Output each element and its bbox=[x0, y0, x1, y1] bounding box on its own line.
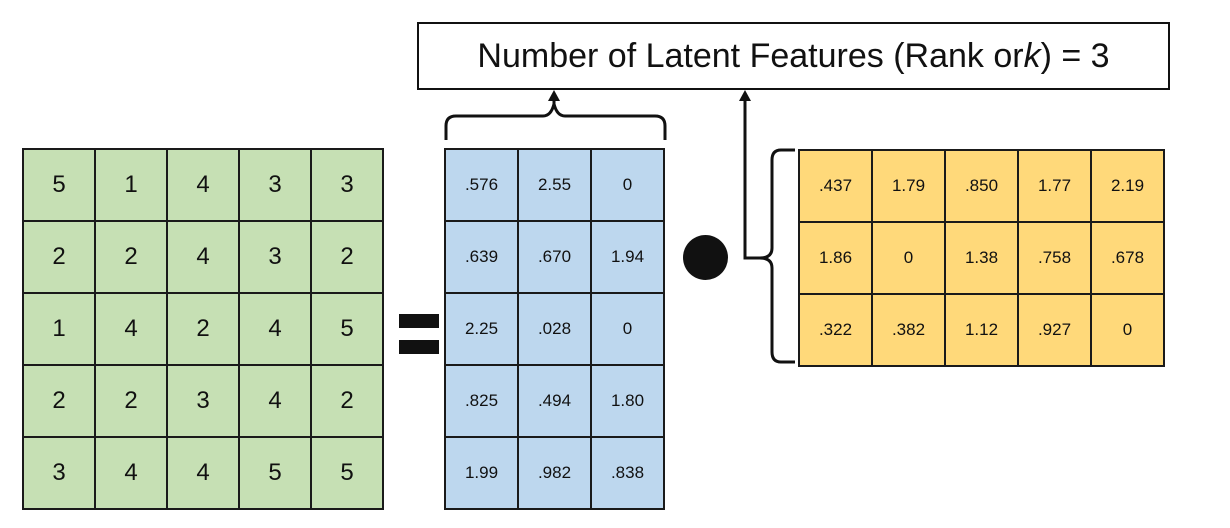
item-feature-cell: 0 bbox=[1090, 293, 1165, 367]
user-brace-arrow-head bbox=[548, 90, 560, 101]
rating-cell: 2 bbox=[22, 220, 96, 294]
user-feature-cell: 1.99 bbox=[444, 436, 519, 510]
item-feature-cell: 1.77 bbox=[1017, 149, 1092, 223]
item-brace-arrow-head bbox=[739, 90, 751, 101]
user-feature-row: .825.494 1.80 bbox=[444, 364, 665, 438]
user-feature-cell: 2.25 bbox=[444, 292, 519, 366]
item-feature-cell: .850 bbox=[944, 149, 1019, 223]
user-feature-row: .639.670 1.94 bbox=[444, 220, 665, 294]
user-feature-row: 2.25.028 0 bbox=[444, 292, 665, 366]
item-feature-cell: .758 bbox=[1017, 221, 1092, 295]
rating-cell: 3 bbox=[238, 148, 312, 222]
rating-cell: 3 bbox=[22, 436, 96, 510]
item-feature-cell: 1.79 bbox=[871, 149, 946, 223]
rating-cell: 4 bbox=[238, 364, 312, 438]
user-feature-cell: 0 bbox=[590, 292, 665, 366]
equals-sign bbox=[399, 314, 439, 354]
item-feature-cell: 1.12 bbox=[944, 293, 1019, 367]
user-feature-cell: .982 bbox=[517, 436, 592, 510]
rating-cell: 3 bbox=[310, 148, 384, 222]
rating-cell: 1 bbox=[22, 292, 96, 366]
user-feature-cell: 1.80 bbox=[590, 364, 665, 438]
item-feature-row: 1.86 0 1.38.758.678 bbox=[798, 221, 1165, 295]
rating-cell: 4 bbox=[166, 220, 240, 294]
rating-cell: 5 bbox=[22, 148, 96, 222]
user-feature-cell: 2.55 bbox=[517, 148, 592, 222]
rating-cell: 5 bbox=[310, 436, 384, 510]
user-feature-cell: .639 bbox=[444, 220, 519, 294]
rating-cell: 4 bbox=[94, 292, 168, 366]
rating-cell: 4 bbox=[238, 292, 312, 366]
item-feature-cell: 0 bbox=[871, 221, 946, 295]
item-feature-cell: 2.19 bbox=[1090, 149, 1165, 223]
rating-cell: 5 bbox=[238, 436, 312, 510]
rating-cell: 2 bbox=[94, 364, 168, 438]
user-feature-cell: .576 bbox=[444, 148, 519, 222]
rating-cell: 2 bbox=[22, 364, 96, 438]
item-feature-matrix: .437 1.79.850 1.77 2.19 1.86 0 1.38.758.678.32… bbox=[798, 149, 1165, 367]
rating-cell: 2 bbox=[166, 292, 240, 366]
user-feature-matrix: .576 2.55 0.639.670 1.94 2.25.028 0.825.494 1.… bbox=[444, 148, 665, 510]
item-feature-cell: .437 bbox=[798, 149, 873, 223]
user-feature-row: 1.99.982.838 bbox=[444, 436, 665, 510]
rating-cell: 4 bbox=[166, 436, 240, 510]
item-feature-cell: .382 bbox=[871, 293, 946, 367]
rating-cell: 4 bbox=[94, 436, 168, 510]
title-prefix: Number of Latent Features (Rank or bbox=[477, 36, 1024, 75]
title-suffix: ) = 3 bbox=[1040, 36, 1110, 75]
item-feature-row: .437 1.79.850 1.77 2.19 bbox=[798, 149, 1165, 223]
rating-cell: 2 bbox=[310, 364, 384, 438]
rating-cell: 3 bbox=[166, 364, 240, 438]
item-feature-cell: .927 bbox=[1017, 293, 1092, 367]
user-feature-cell: .494 bbox=[517, 364, 592, 438]
user-feature-cell: .670 bbox=[517, 220, 592, 294]
rating-cell: 2 bbox=[310, 220, 384, 294]
user-feature-cell: 0 bbox=[590, 148, 665, 222]
dot-product-operator bbox=[683, 235, 728, 280]
item-feature-cell: .678 bbox=[1090, 221, 1165, 295]
user-feature-cell: .825 bbox=[444, 364, 519, 438]
latent-features-label: Number of Latent Features (Rank or k) = … bbox=[417, 22, 1170, 90]
user-feature-cell: 1.94 bbox=[590, 220, 665, 294]
user-matrix-brace bbox=[444, 103, 667, 140]
item-feature-row: .322.382 1.12.927 0 bbox=[798, 293, 1165, 367]
item-matrix-brace bbox=[759, 148, 795, 364]
rating-cell: 4 bbox=[166, 148, 240, 222]
item-feature-cell: .322 bbox=[798, 293, 873, 367]
user-feature-cell: .028 bbox=[517, 292, 592, 366]
rating-cell: 3 bbox=[238, 220, 312, 294]
rating-cell: 2 bbox=[94, 220, 168, 294]
item-feature-cell: 1.86 bbox=[798, 221, 873, 295]
item-feature-cell: 1.38 bbox=[944, 221, 1019, 295]
user-feature-row: .576 2.55 0 bbox=[444, 148, 665, 222]
rating-cell: 1 bbox=[94, 148, 168, 222]
user-feature-cell: .838 bbox=[590, 436, 665, 510]
rating-cell: 5 bbox=[310, 292, 384, 366]
title-variable: k bbox=[1023, 36, 1041, 75]
item-brace-arrow-line bbox=[743, 100, 760, 260]
